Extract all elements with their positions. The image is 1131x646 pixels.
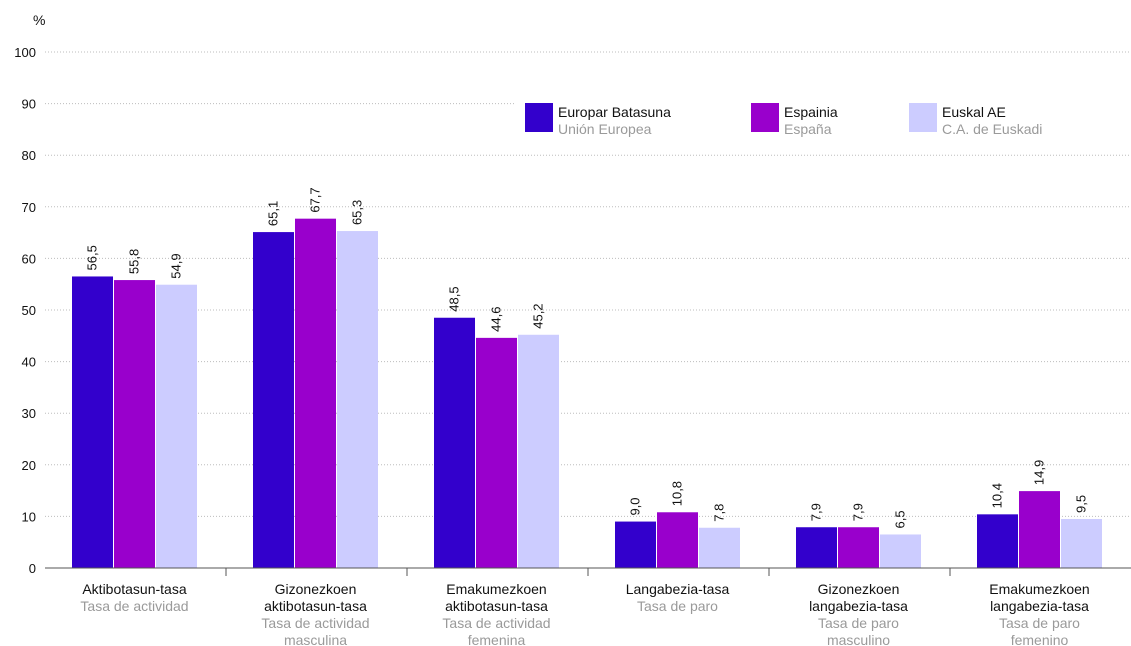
bar-value-label: 7,9 [851, 503, 866, 521]
y-tick-label: 60 [22, 251, 36, 266]
x-category-sublabel: femenino [1011, 632, 1069, 646]
bar [253, 232, 294, 569]
y-axis-ticks: 0 10 20 30 40 50 60 70 80 90 100 [14, 45, 36, 576]
x-category-sublabel: Tasa de paro [818, 615, 899, 631]
bar-value-label: 65,1 [266, 201, 281, 226]
y-tick-label: 70 [22, 200, 36, 215]
x-category-label: Aktibotasun-tasa [82, 581, 186, 597]
bar [1019, 491, 1060, 568]
legend-background [515, 96, 1131, 152]
bars [72, 218, 1102, 569]
y-tick-label: 30 [22, 406, 36, 421]
bar [838, 527, 879, 568]
bar [156, 284, 197, 568]
bar-value-label: 10,8 [670, 481, 685, 506]
bar [880, 534, 921, 568]
bar [1061, 518, 1102, 568]
bar [518, 334, 559, 568]
legend-sublabel: Unión Europea [558, 121, 652, 137]
bar-value-label: 9,5 [1074, 495, 1089, 513]
x-category-sublabel: Tasa de actividad [261, 615, 369, 631]
bar [977, 514, 1018, 568]
x-category-label: langabezia-tasa [990, 598, 1089, 614]
bar-value-label: 44,6 [489, 307, 504, 332]
value-labels: 56,5 55,8 54,9 65,1 67,7 65,3 48,5 44,6 45,2 9,0 1… [85, 187, 1089, 528]
y-tick-label: 50 [22, 303, 36, 318]
x-category-sublabel: Tasa de paro [637, 598, 718, 614]
x-category-sublabel: Tasa de actividad [442, 615, 550, 631]
x-category-sublabel: Tasa de paro [999, 615, 1080, 631]
x-category-label: Gizonezkoen [818, 581, 900, 597]
bar-value-label: 67,7 [308, 187, 323, 212]
bar-value-label: 7,9 [809, 503, 824, 521]
y-tick-label: 100 [14, 45, 36, 60]
x-category-label: Emakumezkoen [446, 581, 546, 597]
x-axis [45, 567, 1131, 576]
y-unit-label: % [33, 12, 45, 28]
x-category-label: aktibotasun-tasa [264, 598, 367, 614]
legend-label: Espainia [784, 104, 838, 120]
bar [476, 337, 517, 568]
bar-value-label: 9,0 [628, 497, 643, 515]
y-tick-label: 10 [22, 509, 36, 524]
x-category-sublabel: masculina [284, 632, 347, 646]
bar [72, 276, 113, 568]
y-tick-label: 0 [29, 561, 36, 576]
gridlines [45, 51, 1131, 517]
legend-sublabel: España [784, 121, 832, 137]
bar [796, 527, 837, 568]
x-category-sublabel: femenina [468, 632, 526, 646]
bar-value-label: 14,9 [1032, 460, 1047, 485]
bar-value-label: 7,8 [712, 504, 727, 522]
x-category-label: Emakumezkoen [989, 581, 1089, 597]
bar-value-label: 56,5 [85, 245, 100, 270]
bar [114, 280, 155, 568]
bar [657, 512, 698, 568]
bar [699, 527, 740, 568]
legend-label: Euskal AE [942, 104, 1006, 120]
bar [295, 218, 336, 568]
y-tick-label: 20 [22, 458, 36, 473]
legend-label: Europar Batasuna [558, 104, 671, 120]
bar-value-label: 6,5 [893, 510, 908, 528]
bar [337, 231, 378, 568]
legend-swatch [909, 103, 937, 132]
x-category-label: Gizonezkoen [275, 581, 357, 597]
y-tick-label: 90 [22, 97, 36, 112]
x-category-label: langabezia-tasa [809, 598, 908, 614]
x-category-label: aktibotasun-tasa [445, 598, 548, 614]
legend-swatch [525, 103, 553, 132]
x-category-label: Langabezia-tasa [626, 581, 730, 597]
x-category-sublabel: Tasa de actividad [80, 598, 188, 614]
bar-value-label: 55,8 [127, 249, 142, 274]
x-category-sublabel: masculino [827, 632, 890, 646]
bar [615, 521, 656, 568]
y-tick-label: 80 [22, 148, 36, 163]
bar-value-label: 10,4 [990, 483, 1005, 508]
legend-swatch [751, 103, 779, 132]
bar-value-label: 65,3 [350, 200, 365, 225]
bar-value-label: 45,2 [531, 303, 546, 328]
bar [434, 317, 475, 568]
y-tick-label: 40 [22, 355, 36, 370]
legend-sublabel: C.A. de Euskadi [942, 121, 1042, 137]
bar-value-label: 54,9 [169, 253, 184, 278]
bar-value-label: 48,5 [447, 286, 462, 311]
